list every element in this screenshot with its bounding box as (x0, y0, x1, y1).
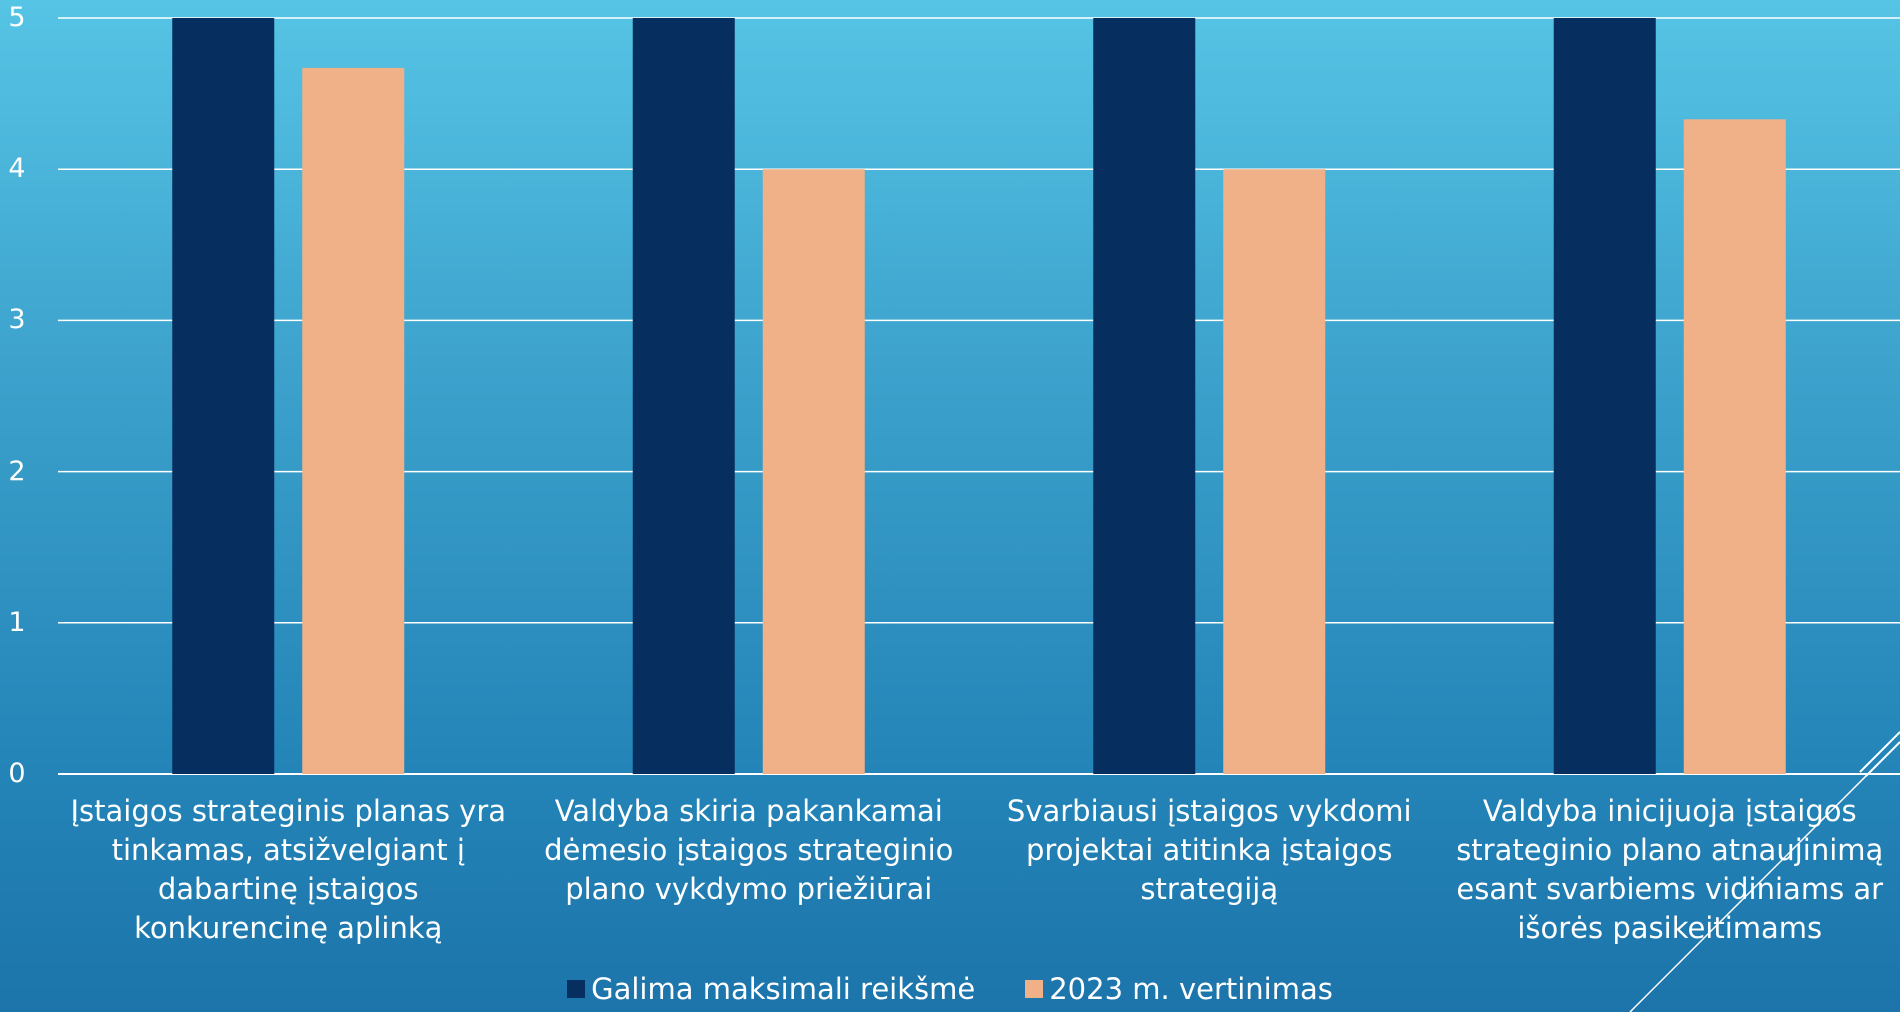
x-category-label-line: esant svarbiems vidiniams ar (1456, 872, 1884, 906)
legend-swatch-2023 (1025, 980, 1044, 998)
y-tick-label: 2 (8, 455, 26, 487)
legend-swatch-max (567, 980, 586, 998)
legend-item-2023: 2023 m. vertinimas (1025, 972, 1333, 1006)
bar-max-4 (1553, 18, 1656, 774)
y-tick-label: 1 (8, 606, 26, 638)
bar-max-3 (1093, 18, 1196, 774)
x-category-label: Įstaigos strateginis planas yra tinkamas,… (63, 792, 513, 948)
x-category-label-line: Svarbiausi įstaigos vykdomi (1006, 794, 1412, 828)
x-category-label-line: dabartinę įstaigos (157, 872, 419, 906)
bar-2023-1 (302, 67, 405, 775)
bar-2023-3 (1223, 169, 1326, 774)
x-category-label: Svarbiausi įstaigos vykdomi projektai ati… (984, 792, 1434, 909)
bar-max-2 (632, 18, 735, 774)
x-category-label-line: išorės pasikeitimams (1517, 911, 1823, 945)
legend-item-max: Galima maksimali reikšmė (567, 972, 975, 1006)
y-tick-label: 0 (8, 758, 26, 789)
legend-label-max: Galima maksimali reikšmė (591, 972, 976, 1006)
x-category-label: Valdyba skiria pakankamai dėmesio įstaigo… (524, 792, 974, 909)
bars (172, 18, 1786, 775)
x-category-label-line: konkurencinę aplinką (134, 911, 443, 945)
y-tick-label: 4 (8, 153, 26, 185)
x-category-label-line: strategiją (1140, 872, 1279, 906)
x-category-label-line: projektai atitinka įstaigos (1026, 833, 1393, 867)
bar-2023-2 (762, 169, 865, 774)
x-category-label-line: plano vykdymo priežiūrai (565, 872, 933, 906)
x-category-label-line: Valdyba inicijuoja įstaigos (1482, 794, 1857, 828)
legend: Galima maksimali reikšmė 2023 m. vertini… (0, 972, 1900, 1006)
legend-label-2023: 2023 m. vertinimas (1049, 972, 1333, 1006)
y-tick-label: 3 (8, 304, 26, 336)
x-category-label-line: strateginio plano atnaujinimą (1456, 833, 1884, 867)
x-category-label-line: Įstaigos strateginis planas yra (70, 794, 507, 828)
x-category-label: Valdyba inicijuoja įstaigos strateginio p… (1445, 792, 1895, 948)
x-category-label-line: dėmesio įstaigos strateginio (544, 833, 954, 867)
bar-2023-4 (1683, 119, 1786, 774)
x-category-label-line: tinkamas, atsižvelgiant į (111, 833, 465, 867)
y-tick-label: 5 (8, 2, 26, 33)
x-category-label-line: Valdyba skiria pakankamai (554, 794, 943, 828)
bar-max-1 (172, 18, 275, 774)
